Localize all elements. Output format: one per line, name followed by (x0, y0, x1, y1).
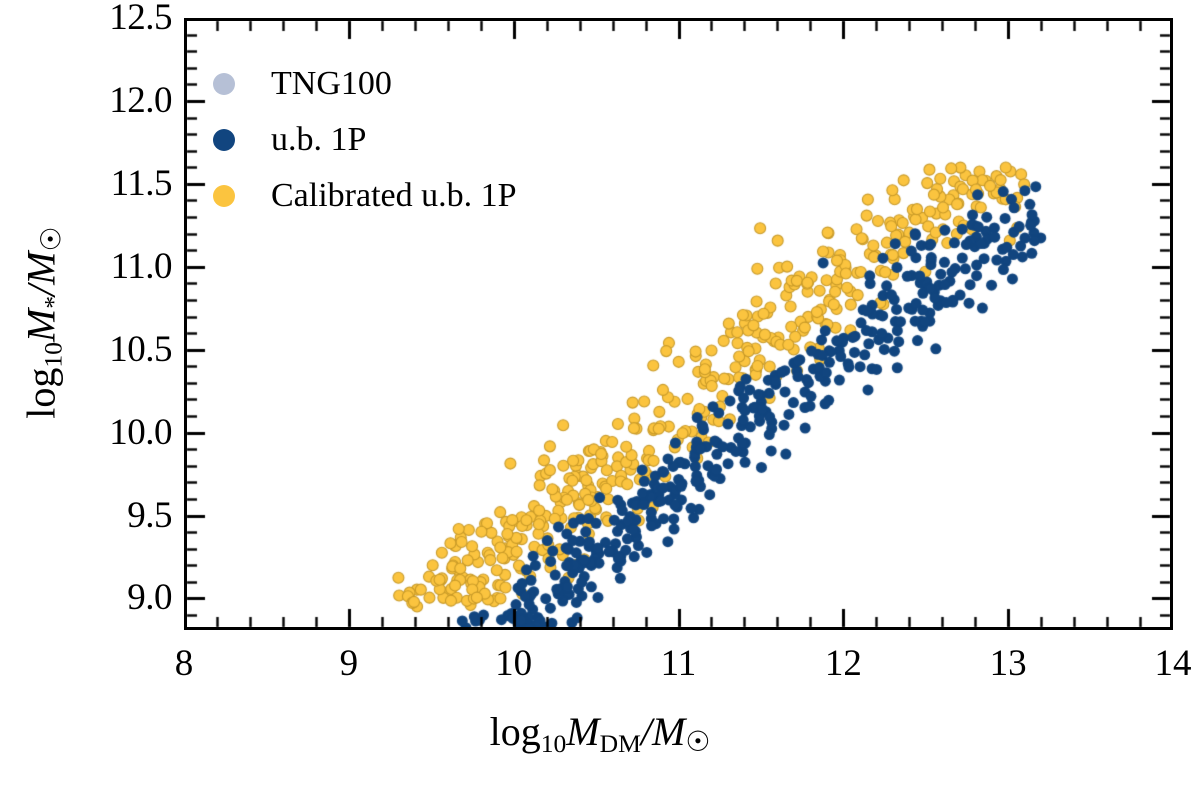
y-axis-tick-labels: 9.0 9.5 10.0 10.5 11.0 11.5 12.0 12.5 (0, 0, 172, 790)
legend-label-calibrated-ub1p: Calibrated u.b. 1P (271, 177, 517, 214)
legend-swatch-tng100 (213, 73, 235, 95)
x-axis-tick-labels: 8 9 10 11 12 13 14 (0, 645, 1200, 695)
y-tick-label: 12.0 (109, 79, 172, 121)
x-axis-title: log10MDM/M☉ (489, 709, 711, 759)
legend-item-ub1p: u.b. 1P (213, 112, 517, 168)
x-tick-label: 13 (989, 643, 1027, 684)
x-tick-label: 8 (174, 643, 194, 684)
legend: TNG100 u.b. 1P Calibrated u.b. 1P (213, 56, 517, 224)
x-tick-label: 9 (339, 643, 359, 684)
y-tick-label: 12.5 (109, 0, 172, 38)
x-tick-label: 11 (660, 643, 697, 684)
legend-item-calibrated-ub1p: Calibrated u.b. 1P (213, 168, 517, 224)
y-tick-label: 9.5 (127, 494, 172, 536)
x-tick-label: 10 (495, 643, 533, 684)
y-axis-title: log10M*/M☉ (18, 226, 68, 419)
legend-item-tng100: TNG100 (213, 56, 517, 112)
y-tick-label: 11.0 (110, 245, 173, 287)
legend-swatch-calibrated-ub1p (213, 185, 235, 207)
legend-swatch-ub1p (213, 129, 235, 151)
legend-label-tng100: TNG100 (271, 65, 392, 102)
y-tick-label: 10.5 (109, 328, 172, 370)
y-tick-label: 10.0 (109, 411, 172, 453)
x-tick-label: 14 (1154, 643, 1192, 684)
legend-label-ub1p: u.b. 1P (271, 121, 367, 158)
y-tick-label: 9.0 (127, 577, 172, 619)
x-tick-label: 12 (824, 643, 862, 684)
y-tick-label: 11.5 (110, 162, 173, 204)
